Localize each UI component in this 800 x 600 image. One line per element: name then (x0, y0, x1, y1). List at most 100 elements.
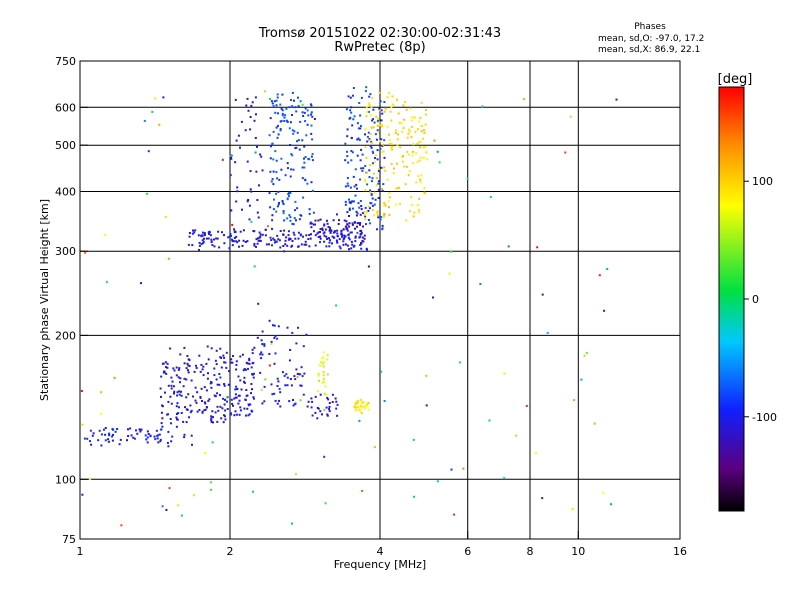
echo-point (358, 206, 361, 209)
echo-point (277, 112, 279, 115)
echo-point (217, 230, 220, 233)
echo-point (401, 155, 404, 158)
echo-point (376, 228, 378, 231)
echo-point (270, 180, 273, 183)
echo-point (615, 98, 618, 101)
echo-point (359, 399, 362, 401)
echo-point (167, 413, 169, 416)
echo-point (308, 234, 311, 236)
echo-point (306, 123, 309, 126)
echo-point (317, 236, 320, 238)
echo-point (281, 93, 284, 96)
echo-point (253, 244, 256, 247)
echo-point (328, 241, 331, 244)
echo-point (416, 142, 419, 145)
echo-point (327, 398, 330, 401)
echo-point (223, 234, 225, 237)
echo-point (333, 230, 336, 233)
echo-point (223, 384, 226, 387)
echo-point (170, 422, 172, 425)
echo-point (337, 223, 340, 225)
echo-point (165, 372, 168, 375)
echo-point (310, 124, 313, 127)
echo-point (350, 159, 353, 162)
echo-point (438, 161, 441, 164)
echo-point (180, 390, 182, 393)
echo-point (248, 404, 250, 407)
echo-point (350, 240, 353, 243)
echo-point (364, 180, 367, 183)
echo-point (170, 402, 173, 405)
echo-point (304, 179, 307, 182)
echo-point (119, 438, 122, 441)
echo-point (275, 104, 278, 107)
echo-point (290, 99, 292, 101)
echo-point (261, 353, 264, 356)
echo-point (410, 119, 413, 122)
echo-point (386, 178, 389, 181)
echo-point (105, 281, 108, 284)
echo-point (311, 153, 314, 155)
x-tick-label: 16 (673, 545, 687, 558)
echo-point (354, 240, 357, 243)
echo-point (247, 414, 250, 417)
echo-point (223, 356, 226, 359)
echo-point (322, 351, 325, 354)
echo-point (253, 346, 256, 349)
echo-point (419, 116, 422, 119)
echo-point (205, 389, 208, 392)
echo-point (275, 210, 278, 213)
echo-point (100, 391, 103, 394)
echo-point (293, 375, 296, 378)
echo-point (210, 417, 213, 420)
echo-point (297, 237, 300, 240)
echo-point (144, 434, 147, 437)
echo-point (448, 272, 451, 275)
echo-point (112, 428, 115, 431)
echo-point (276, 234, 279, 237)
echo-point (272, 324, 274, 327)
echo-point (328, 228, 331, 231)
echo-point (261, 233, 264, 236)
echo-point (417, 128, 419, 131)
echo-point (286, 217, 289, 220)
echo-point (348, 222, 351, 225)
echo-point (219, 347, 222, 350)
echo-point (347, 233, 350, 236)
echo-point (139, 430, 142, 433)
echo-point (411, 125, 413, 128)
echo-point (271, 219, 274, 222)
echo-point (241, 244, 244, 247)
echo-point (286, 326, 289, 329)
echo-point (323, 234, 326, 237)
echo-point (111, 439, 114, 442)
echo-point (348, 248, 350, 251)
echo-point (225, 366, 228, 369)
y-tick-label: 750 (55, 55, 76, 68)
echo-point (250, 383, 253, 385)
echo-point (252, 396, 255, 399)
echo-point (369, 133, 372, 135)
echo-point (182, 420, 185, 423)
echo-point (301, 166, 304, 169)
echo-point (326, 238, 329, 240)
echo-point (228, 370, 230, 373)
echo-point (239, 379, 242, 382)
echo-point (360, 411, 363, 414)
echo-point (377, 170, 380, 172)
echo-point (225, 396, 228, 399)
echo-point (296, 131, 299, 134)
echo-point (310, 397, 313, 400)
echo-point (413, 116, 416, 119)
echo-point (175, 405, 178, 408)
echo-point (362, 212, 365, 214)
echo-point (107, 440, 110, 443)
echo-point (573, 399, 576, 402)
echo-point (277, 124, 279, 127)
echo-point (259, 233, 262, 236)
echo-point (399, 146, 402, 149)
echo-point (336, 240, 338, 243)
echo-point (302, 196, 305, 199)
echo-point (382, 183, 385, 186)
echo-point (260, 155, 263, 158)
